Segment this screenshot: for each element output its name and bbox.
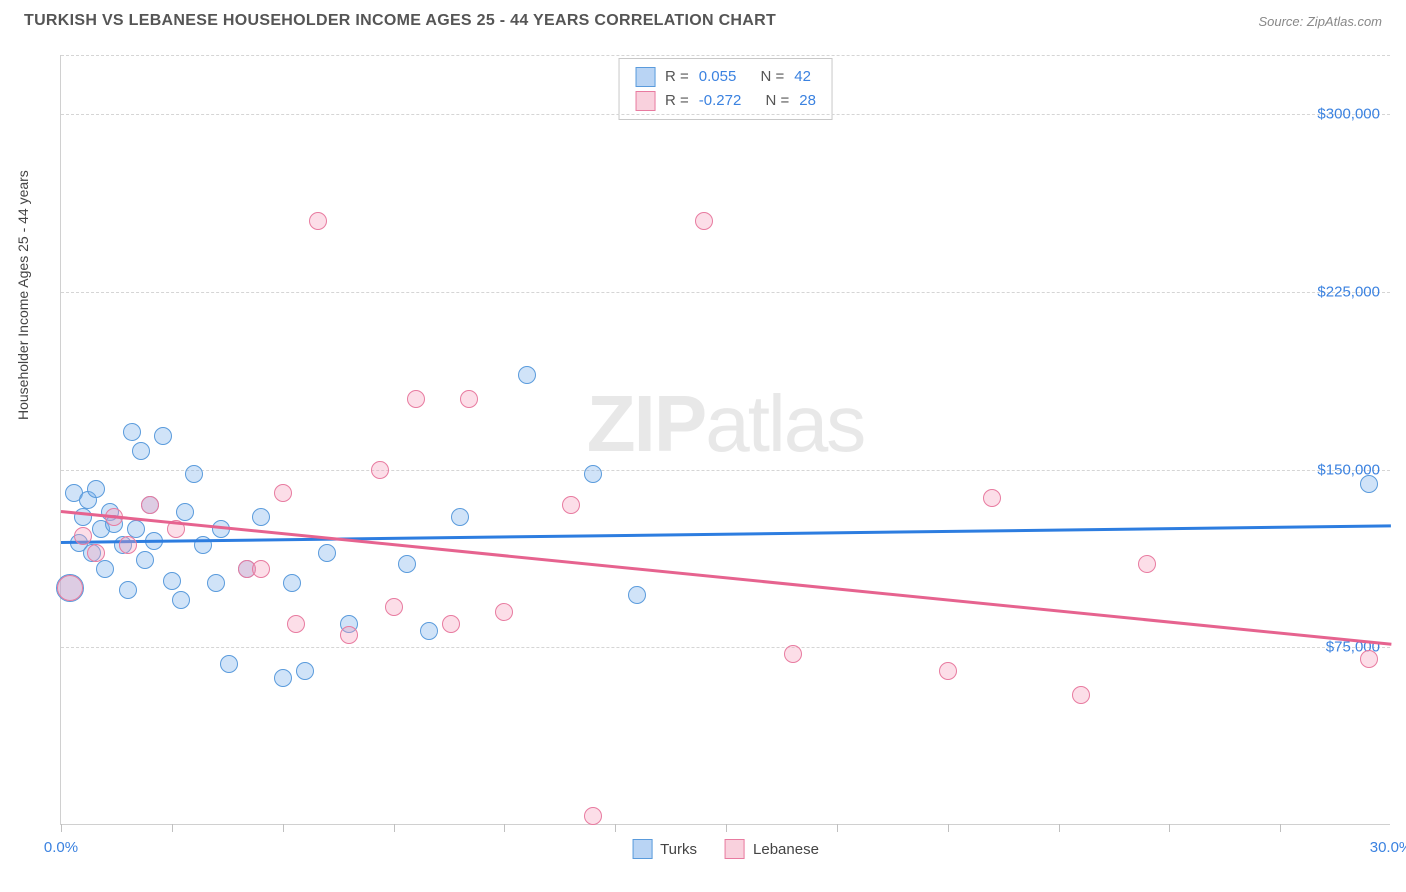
data-point-blue [283,574,301,592]
data-point-blue [398,555,416,573]
data-point-pink [274,484,292,502]
data-point-blue [274,669,292,687]
trendline-blue [61,524,1391,543]
x-tick [726,824,727,832]
data-point-blue [220,655,238,673]
swatch-pink [635,91,655,111]
gridline [61,114,1390,115]
data-point-blue [451,508,469,526]
stat-row-turks: R = 0.055 N = 42 [635,65,816,89]
x-tick [837,824,838,832]
data-point-blue [172,591,190,609]
x-tick [61,824,62,832]
legend-item-lebanese: Lebanese [725,839,819,859]
data-point-pink [695,212,713,230]
x-tick [504,824,505,832]
data-point-blue [420,622,438,640]
data-point-pink [385,598,403,616]
x-tick [615,824,616,832]
data-point-pink [340,626,358,644]
stat-legend: R = 0.055 N = 42 R = -0.272 N = 28 [618,58,833,120]
data-point-pink [57,575,83,601]
data-point-blue [154,427,172,445]
swatch-blue [632,839,652,859]
data-point-blue [584,465,602,483]
data-point-blue [1360,475,1378,493]
data-point-blue [132,442,150,460]
data-point-blue [185,465,203,483]
data-point-pink [74,527,92,545]
title-bar: TURKISH VS LEBANESE HOUSEHOLDER INCOME A… [0,0,1406,38]
data-point-blue [119,581,137,599]
data-point-pink [983,489,1001,507]
data-point-pink [407,390,425,408]
data-point-pink [562,496,580,514]
gridline [61,292,1390,293]
x-tick-label: 30.0% [1370,839,1406,856]
source-attribution: Source: ZipAtlas.com [1258,14,1382,29]
x-tick-label: 0.0% [44,839,78,856]
data-point-pink [495,603,513,621]
x-tick [948,824,949,832]
data-point-blue [136,551,154,569]
x-tick [283,824,284,832]
x-tick [394,824,395,832]
data-point-pink [309,212,327,230]
chart-title: TURKISH VS LEBANESE HOUSEHOLDER INCOME A… [24,12,776,30]
data-point-blue [252,508,270,526]
gridline [61,470,1390,471]
data-point-pink [141,496,159,514]
gridline [61,647,1390,648]
data-point-blue [296,662,314,680]
data-point-pink [939,662,957,680]
data-point-pink [584,807,602,825]
data-point-blue [207,574,225,592]
data-point-pink [119,536,137,554]
y-tick-label: $225,000 [1317,283,1380,300]
data-point-blue [123,423,141,441]
gridline [61,55,1390,56]
data-point-pink [87,544,105,562]
x-tick [172,824,173,832]
x-tick [1059,824,1060,832]
data-point-pink [1072,686,1090,704]
data-point-pink [784,645,802,663]
series-legend: Turks Lebanese [632,839,819,859]
swatch-blue [635,67,655,87]
data-point-blue [87,480,105,498]
data-point-blue [518,366,536,384]
data-point-pink [460,390,478,408]
correlation-chart: ZIPatlas R = 0.055 N = 42 R = -0.272 N =… [60,55,1390,825]
data-point-pink [1138,555,1156,573]
data-point-blue [176,503,194,521]
data-point-pink [1360,650,1378,668]
stat-row-lebanese: R = -0.272 N = 28 [635,89,816,113]
x-tick [1280,824,1281,832]
data-point-blue [628,586,646,604]
x-tick [1169,824,1170,832]
watermark: ZIPatlas [587,378,864,470]
swatch-pink [725,839,745,859]
data-point-pink [287,615,305,633]
y-tick-label: $300,000 [1317,106,1380,123]
data-point-blue [127,520,145,538]
data-point-blue [96,560,114,578]
data-point-blue [318,544,336,562]
legend-item-turks: Turks [632,839,697,859]
data-point-pink [252,560,270,578]
data-point-pink [442,615,460,633]
data-point-blue [163,572,181,590]
y-axis-label: Householder Income Ages 25 - 44 years [15,170,31,420]
data-point-pink [371,461,389,479]
